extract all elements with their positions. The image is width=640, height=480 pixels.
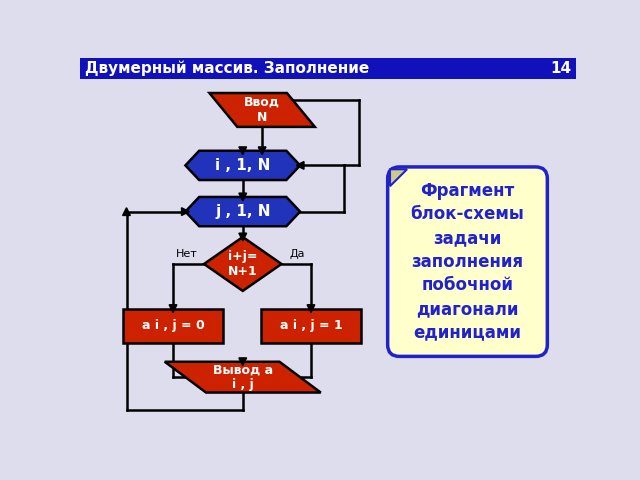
Text: j , 1, N: j , 1, N — [215, 204, 271, 219]
Text: Фрагмент
блок-схемы
задачи
заполнения
побочной
диагонали
единицами: Фрагмент блок-схемы задачи заполнения по… — [411, 182, 524, 341]
Polygon shape — [307, 305, 315, 312]
Polygon shape — [182, 208, 189, 216]
FancyBboxPatch shape — [260, 309, 362, 343]
Polygon shape — [239, 358, 246, 366]
Text: Вывод а
i , j: Вывод а i , j — [212, 363, 273, 391]
Polygon shape — [123, 208, 131, 216]
Polygon shape — [259, 147, 266, 155]
Polygon shape — [186, 151, 300, 180]
Text: Нет: Нет — [176, 249, 198, 259]
Polygon shape — [164, 362, 321, 393]
Text: i , 1, N: i , 1, N — [215, 158, 271, 173]
FancyBboxPatch shape — [388, 167, 547, 356]
Polygon shape — [239, 233, 246, 241]
Polygon shape — [209, 93, 315, 127]
FancyBboxPatch shape — [123, 309, 223, 343]
Text: Ввод
N: Ввод N — [244, 96, 280, 124]
Polygon shape — [169, 305, 177, 312]
FancyBboxPatch shape — [80, 58, 576, 79]
Polygon shape — [186, 197, 300, 226]
Text: a i , j = 1: a i , j = 1 — [280, 319, 342, 332]
Polygon shape — [390, 169, 407, 186]
Text: a i , j = 0: a i , j = 0 — [141, 319, 204, 332]
Polygon shape — [239, 147, 246, 155]
Text: Да: Да — [289, 249, 305, 259]
Text: i+j=
N+1: i+j= N+1 — [228, 250, 258, 278]
Polygon shape — [239, 193, 246, 201]
Text: 14: 14 — [550, 61, 572, 76]
Polygon shape — [204, 237, 282, 291]
Polygon shape — [296, 162, 304, 169]
Text: Двумерный массив. Заполнение: Двумерный массив. Заполнение — [84, 60, 369, 76]
